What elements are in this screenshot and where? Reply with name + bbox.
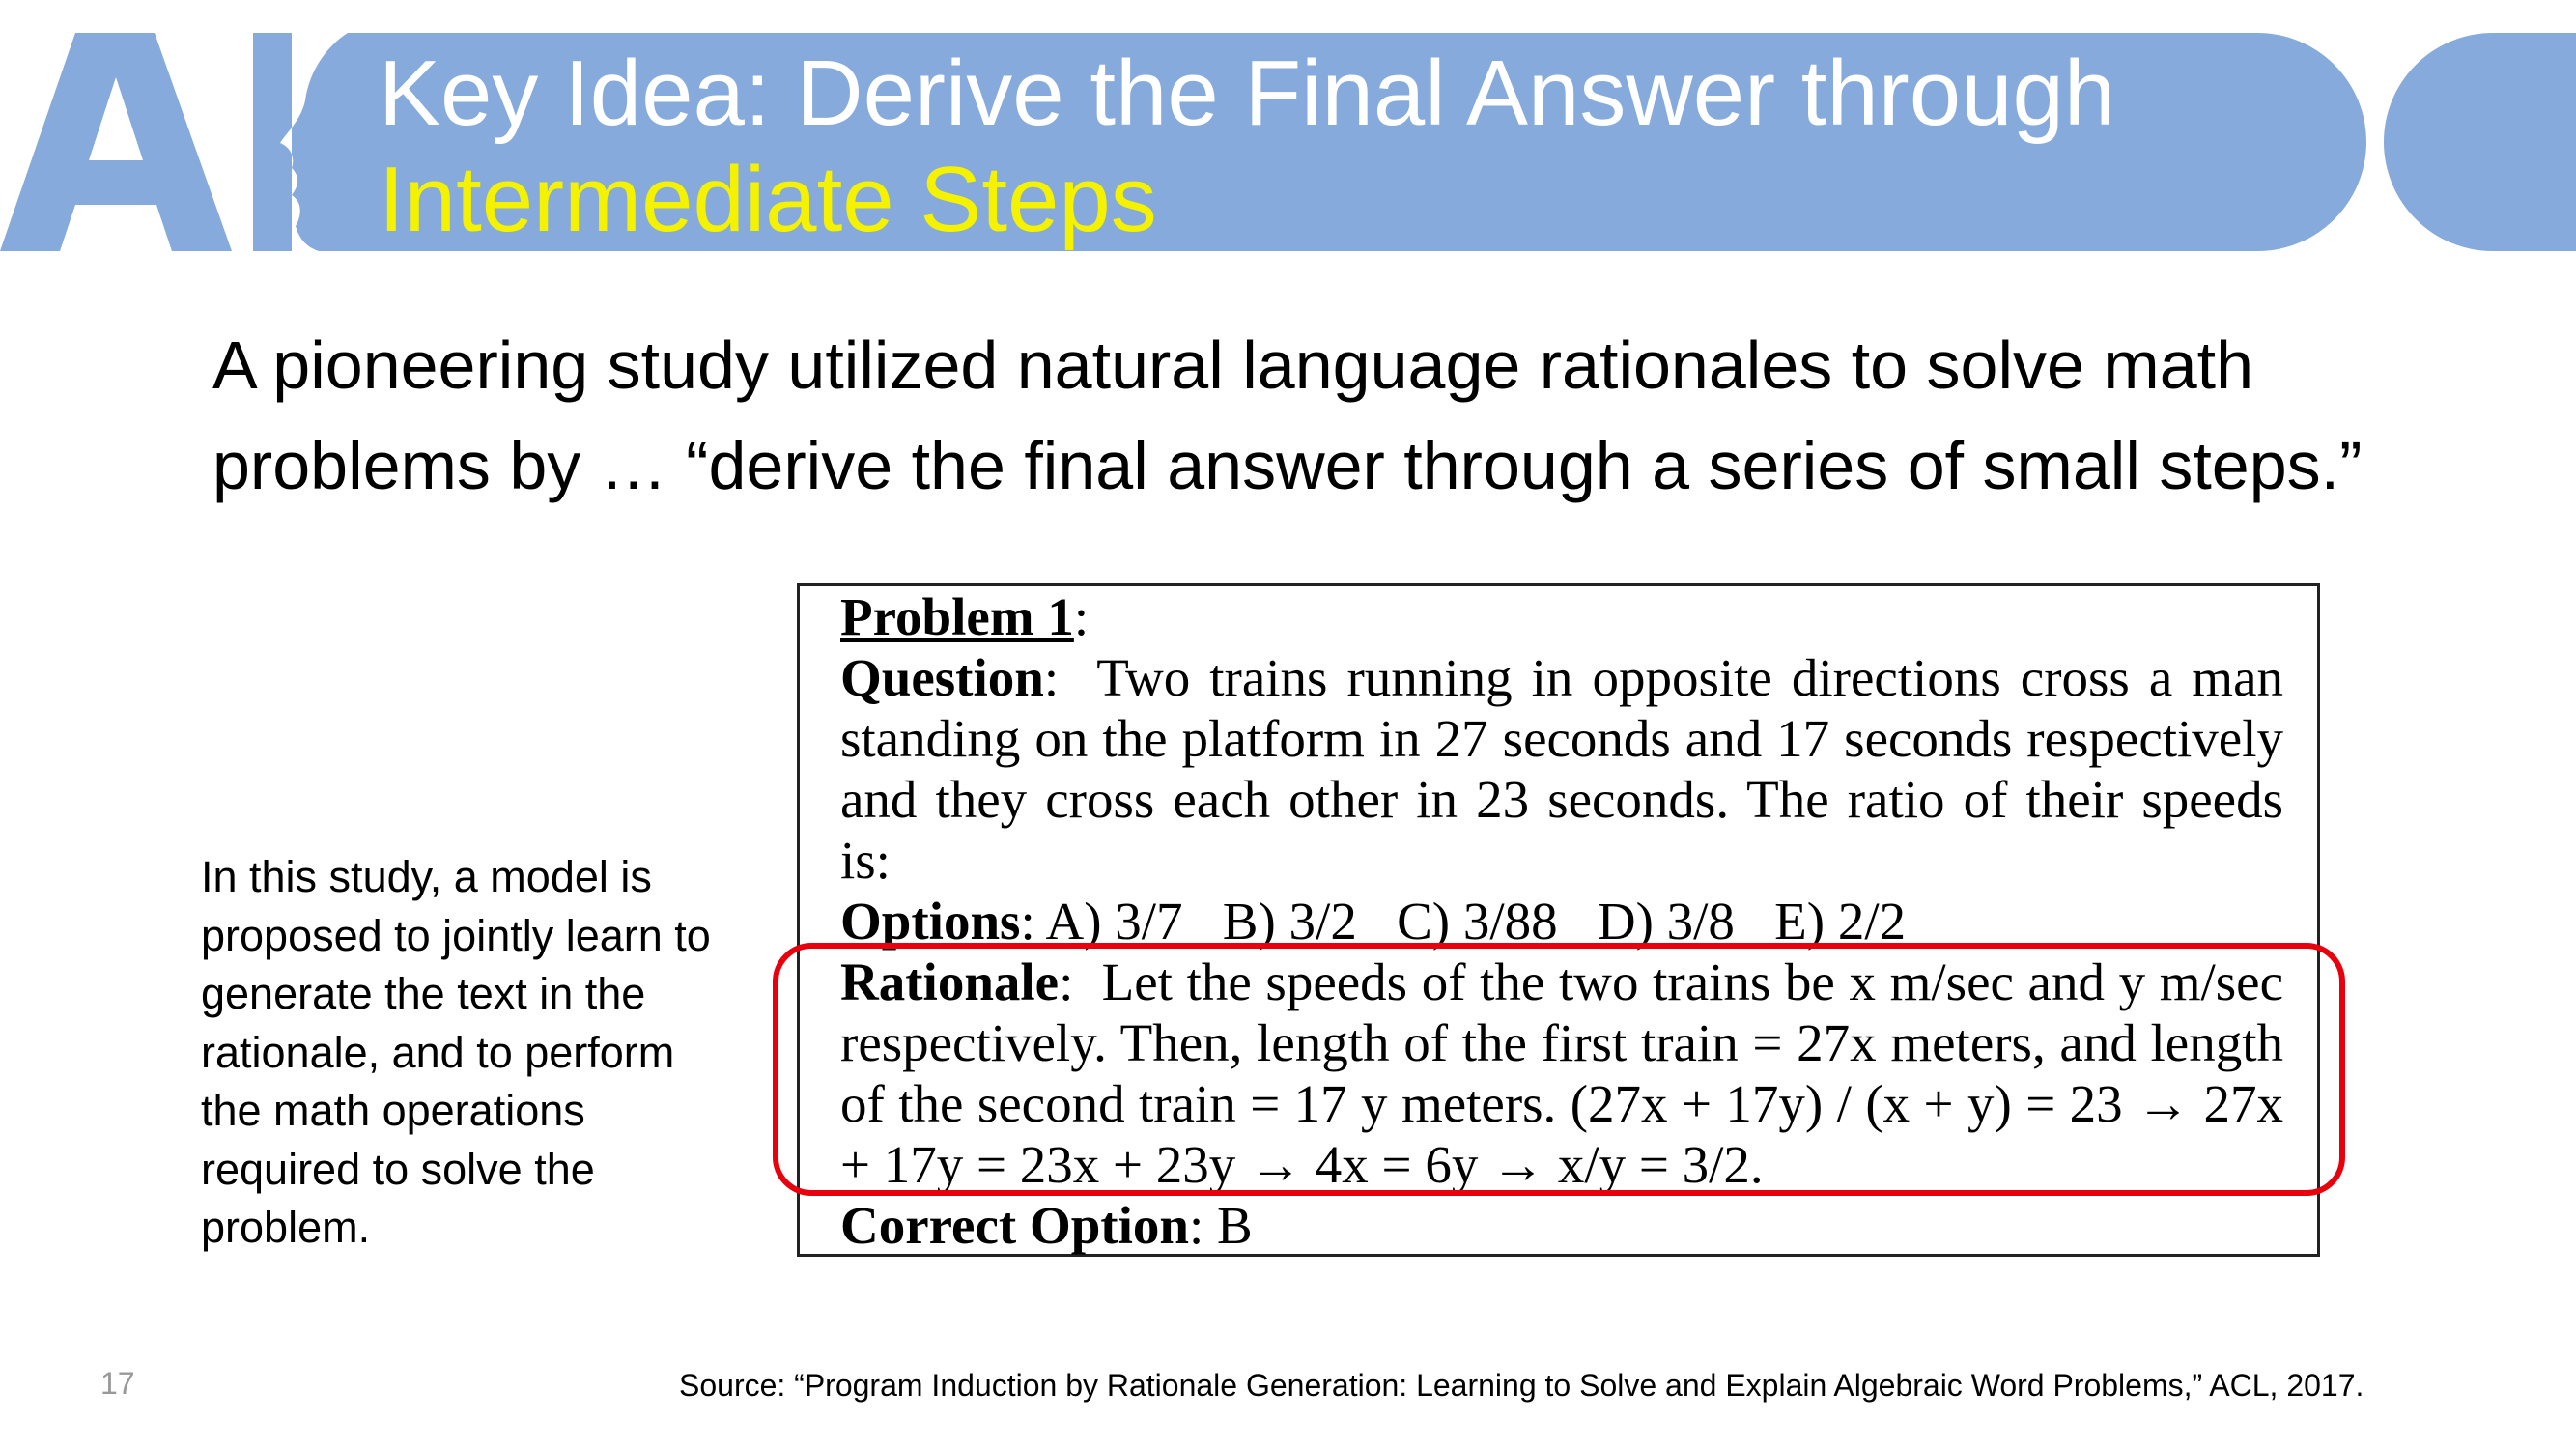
head-profile-icon xyxy=(280,33,348,251)
slide-number: 17 xyxy=(100,1366,135,1401)
problem-text: Problem 1: Question: Two trains running … xyxy=(840,586,2283,1256)
slide-title: Key Idea: Derive the Final Answer throug… xyxy=(379,42,2116,145)
options-label: Options xyxy=(840,892,1021,951)
correct-option-value: B xyxy=(1217,1196,1253,1255)
question-line: Question: Two trains running in opposite… xyxy=(840,648,2283,890)
intro-paragraph: A pioneering study utilized natural lang… xyxy=(212,327,2363,503)
options-text: A) 3/7 B) 3/2 C) 3/88 D) 3/8 E) 2/2 xyxy=(1045,892,1907,951)
question-text: Two trains running in opposite direction… xyxy=(840,648,2283,890)
ai-logo-letter-a xyxy=(0,33,232,251)
options-line: Options: A) 3/7 B) 3/2 C) 3/88 D) 3/8 E)… xyxy=(840,892,1907,951)
slide-title-highlight: Intermediate Steps xyxy=(379,148,1157,251)
rationale-line: Rationale: Let the speeds of the two tra… xyxy=(840,952,2284,1194)
correct-option-label: Correct Option xyxy=(840,1196,1189,1255)
source-citation: Source: “Program Induction by Rationale … xyxy=(679,1368,2364,1403)
rationale-text: Let the speeds of the two trains be x m/… xyxy=(840,952,2284,1194)
rationale-highlight-box xyxy=(773,943,2345,1196)
title-bar xyxy=(290,33,2366,251)
title-bar-right-cap xyxy=(2384,33,2576,251)
correct-option-line: Correct Option: B xyxy=(840,1196,1253,1255)
ai-logo xyxy=(0,33,348,251)
problem-heading-line: Problem 1: xyxy=(840,587,1090,646)
side-note: In this study, a model is proposed to jo… xyxy=(201,852,711,1252)
rationale-label: Rationale xyxy=(840,952,1060,1011)
problem-figure: Problem 1: Question: Two trains running … xyxy=(797,583,2320,1257)
problem-heading: Problem 1 xyxy=(840,587,1074,646)
question-label: Question xyxy=(840,648,1044,707)
